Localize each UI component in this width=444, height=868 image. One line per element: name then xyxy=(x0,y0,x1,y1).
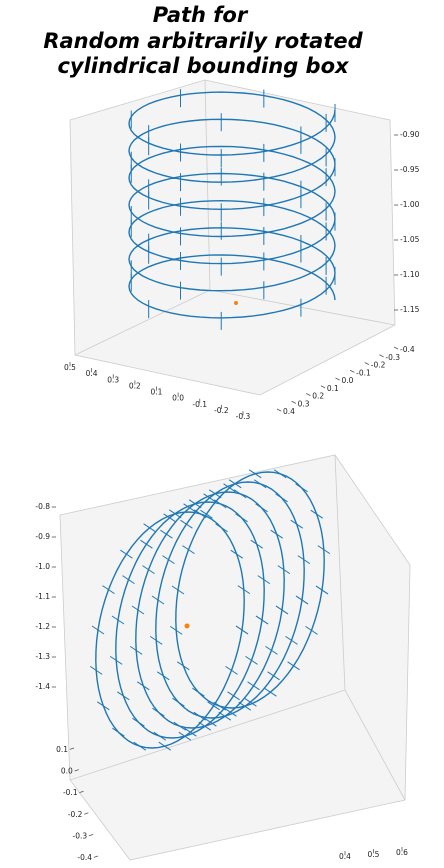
tick-label: 0.1 xyxy=(151,388,163,397)
tick-mark xyxy=(335,377,340,381)
tick-label: 0.5 xyxy=(64,363,76,372)
tick-label: -1.1 xyxy=(35,592,50,601)
tick-label: -0.90 xyxy=(400,130,420,139)
path-line xyxy=(128,91,336,319)
tick-mark xyxy=(79,790,84,793)
tick-label: -0.1 xyxy=(192,400,207,409)
title-line: cylindrical bounding box xyxy=(57,54,350,78)
tick-mark xyxy=(306,393,311,396)
current-point xyxy=(234,301,238,305)
tick-label: -1.05 xyxy=(400,235,420,244)
tick-label: 0.0 xyxy=(61,767,73,776)
tick-label: 0.4 xyxy=(86,369,98,378)
tick-label: 0.4 xyxy=(283,407,295,416)
tick-mark xyxy=(69,747,75,750)
tick-label: 0.1 xyxy=(327,384,339,393)
tick-label: -0.3 xyxy=(385,353,400,362)
tick-label: -0.8 xyxy=(35,502,50,511)
title-line: Path for xyxy=(153,3,249,27)
tick-label: -1.15 xyxy=(400,305,420,314)
tick-label: -0.2 xyxy=(371,361,386,370)
axes-panes xyxy=(59,79,411,861)
path-line xyxy=(95,511,245,749)
path-line xyxy=(175,471,325,709)
tick-label: 0.3 xyxy=(298,399,310,408)
path-line xyxy=(135,491,285,729)
tick-mark xyxy=(88,834,94,837)
tick-label: -0.4 xyxy=(77,853,92,862)
tick-label: 0.3 xyxy=(107,375,119,384)
tick-label: 0.0 xyxy=(172,394,184,403)
tick-label: -0.2 xyxy=(214,406,229,415)
tick-mark xyxy=(291,400,297,404)
tick-mark xyxy=(276,408,282,412)
tick-mark xyxy=(93,855,99,858)
tick-label: -1.2 xyxy=(35,622,50,631)
tick-mark xyxy=(74,769,79,772)
tick-label: -0.1 xyxy=(356,368,371,377)
tick-label: -1.0 xyxy=(35,562,50,571)
tick-label: -1.00 xyxy=(400,200,420,209)
tick-mark xyxy=(349,369,355,373)
current-point xyxy=(184,623,190,629)
tick-label: -0.1 xyxy=(63,788,78,797)
tick-mark xyxy=(393,346,399,350)
tick-label: -1.10 xyxy=(400,270,420,279)
tick-label: -0.3 xyxy=(236,412,251,421)
tick-mark xyxy=(320,385,326,389)
tick-label: 0.2 xyxy=(129,381,141,390)
tick-label: -0.95 xyxy=(400,165,420,174)
tick-label: -1.4 xyxy=(35,682,50,691)
tick-mark xyxy=(379,354,384,358)
tick-label: -1.3 xyxy=(35,652,50,661)
tick-label: 0.4 xyxy=(339,852,351,861)
tick-mark xyxy=(364,362,370,365)
title-line: Random arbitrarily rotated xyxy=(43,29,363,53)
tick-label: 0.2 xyxy=(312,392,324,401)
tick-label: -0.3 xyxy=(73,831,88,840)
tick-label: 0.1 xyxy=(56,745,68,754)
tick-label: -0.2 xyxy=(68,810,83,819)
tick-label: 0.6 xyxy=(396,848,408,857)
tick-label: 0.0 xyxy=(342,376,354,385)
tick-label: -0.4 xyxy=(400,345,415,354)
path-line xyxy=(155,481,305,719)
path-line xyxy=(115,501,265,739)
tick-mark xyxy=(84,812,89,815)
tick-label: 0.5 xyxy=(368,850,380,859)
tick-label: -0.9 xyxy=(35,532,50,541)
